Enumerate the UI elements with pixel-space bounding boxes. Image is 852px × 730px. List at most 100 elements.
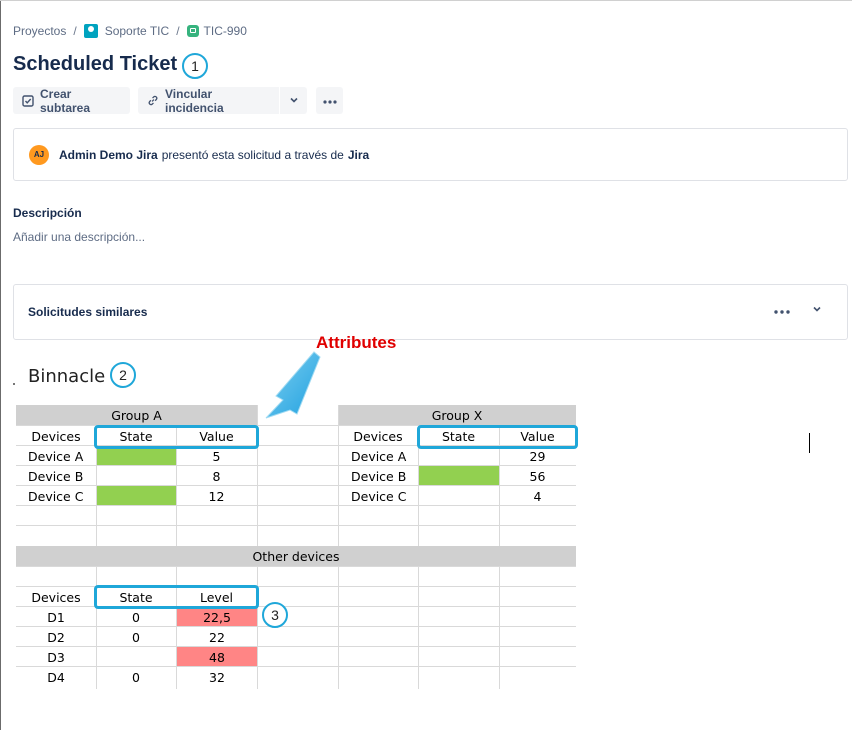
other-devices-title: Other devices (252, 548, 340, 564)
similar-requests-label: Solicitudes similares (28, 305, 148, 319)
more-icon[interactable] (773, 302, 791, 320)
text-cursor (809, 433, 810, 453)
attributes-highlight (94, 425, 259, 449)
column-header: State (119, 589, 153, 605)
value-cell: 29 (529, 448, 546, 464)
link-issue-button[interactable]: Vincular incidencia (138, 86, 279, 115)
project-icon (83, 24, 98, 38)
column-header: Devices (31, 589, 81, 605)
level-fill (177, 607, 257, 627)
grid-line (16, 606, 576, 607)
column-header: Value (520, 428, 555, 444)
grid-line (418, 425, 419, 546)
grid-line (499, 566, 500, 689)
grid-line (176, 425, 177, 546)
group-a-title: Group A (111, 407, 162, 423)
device-cell: D4 (47, 669, 65, 685)
grid-line (16, 425, 576, 426)
grid-line (257, 566, 258, 689)
description-placeholder[interactable]: Añadir una descripción... (13, 230, 146, 244)
state-fill (419, 466, 499, 486)
breadcrumb-ticket[interactable]: TIC-990 (203, 24, 247, 38)
requester-action: presentó esta solicitud a través de (161, 147, 344, 162)
requester-channel: Jira (347, 147, 370, 162)
link-issue-dropdown-button[interactable] (280, 87, 307, 114)
level-cell: 22 (209, 629, 225, 645)
device-cell: Device B (351, 468, 407, 484)
similar-requests-panel[interactable]: Solicitudes similares (13, 284, 848, 340)
grid-line (499, 425, 500, 546)
grid-line (16, 566, 576, 567)
device-cell: Device A (351, 448, 407, 464)
device-cell: Device C (28, 488, 84, 504)
link-issue-label: Vincular incidencia (165, 86, 224, 115)
window-border-top (0, 0, 852, 1)
description-label: Descripción (13, 206, 82, 220)
link-icon (147, 95, 159, 107)
text-marker (13, 383, 15, 385)
grid-line (16, 586, 576, 587)
value-cell: 56 (529, 468, 546, 484)
requester-panel: AJ Admin Demo Jira presentó esta solicit… (13, 128, 848, 181)
value-cell: 12 (208, 488, 225, 504)
level-cell: 32 (209, 669, 225, 685)
page-title[interactable]: Scheduled Ticket (13, 53, 178, 75)
callout-badge: 2 (110, 362, 136, 388)
avatar[interactable]: AJ (29, 144, 49, 165)
state-fill (97, 446, 177, 466)
state-cell: 0 (132, 629, 140, 645)
create-subtask-label: Crear subtarea (40, 86, 91, 115)
breadcrumb-separator: / (176, 24, 180, 38)
callout-badge: 1 (182, 53, 208, 79)
state-cell: 0 (132, 609, 140, 625)
breadcrumb-project[interactable]: Soporte TIC (104, 24, 170, 38)
column-header: Value (199, 428, 234, 444)
level-cell: 48 (209, 649, 225, 665)
chevron-down-icon (289, 94, 299, 108)
binnacle-sheet: Group A Devices State Value Device A 5 D… (16, 405, 578, 689)
grid-line (16, 445, 576, 446)
chevron-down-icon[interactable] (811, 303, 823, 318)
callout-badge: 3 (262, 602, 288, 628)
device-cell: D1 (47, 609, 65, 625)
group-x-title: Group X (431, 407, 483, 423)
breadcrumb-separator: / (73, 24, 77, 38)
grid-line (96, 425, 97, 546)
grid-line (257, 405, 258, 546)
attributes-highlight (417, 425, 578, 449)
column-header: Devices (353, 428, 403, 444)
more-actions-button[interactable] (316, 87, 343, 114)
grid-line (16, 465, 576, 466)
device-cell: Device A (28, 448, 84, 464)
grid-line (338, 405, 339, 546)
grid-line (418, 566, 419, 689)
breadcrumb: Proyectos / Soporte TIC / TIC-990 (13, 22, 247, 40)
window-border-left (0, 0, 1, 730)
binnacle-title: Binnacle (28, 366, 106, 387)
value-cell: 4 (533, 488, 542, 504)
grid-line (16, 666, 576, 667)
grid-line (338, 566, 339, 689)
column-header: State (119, 428, 153, 444)
more-icon (322, 94, 338, 108)
breadcrumb-projects[interactable]: Proyectos (13, 24, 67, 38)
annotation-label: Attributes (316, 333, 397, 352)
header-band (338, 405, 576, 425)
subtask-icon (22, 94, 34, 107)
device-cell: D2 (47, 629, 65, 645)
grid-line (16, 525, 576, 526)
create-subtask-button[interactable]: Crear subtarea (13, 86, 130, 115)
ticket-type-icon (186, 25, 199, 37)
value-cell: 5 (212, 448, 221, 464)
column-header: Level (200, 589, 233, 605)
state-cell: 0 (132, 669, 140, 685)
requester-name[interactable]: Admin Demo Jira (59, 147, 158, 162)
grid-line (176, 566, 177, 689)
grid-line (16, 646, 576, 647)
device-cell: Device B (28, 468, 84, 484)
state-cell (96, 647, 176, 667)
column-header: Devices (31, 428, 81, 444)
attributes-highlight (94, 585, 259, 609)
grid-line (16, 505, 576, 506)
level-cell: 22,5 (203, 609, 231, 625)
